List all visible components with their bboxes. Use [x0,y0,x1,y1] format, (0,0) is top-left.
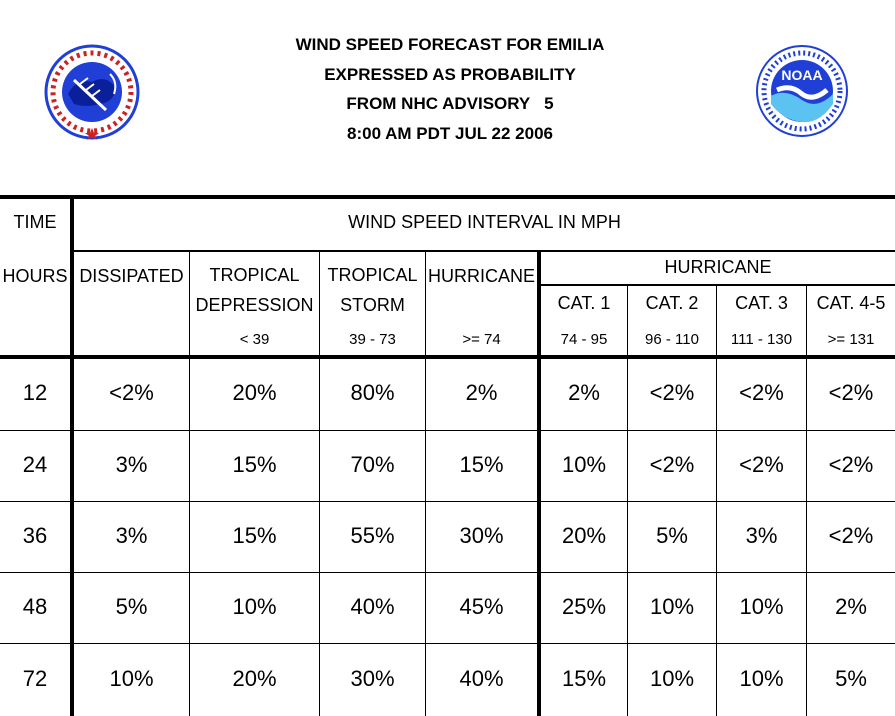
table-cell: <2% [828,523,874,548]
row-divider [0,572,895,573]
table-cell: 3% [115,523,148,548]
range-cat4-5: >= 131 [827,331,875,348]
title-line-1: WIND SPEED FORECAST FOR EMILIA [295,35,605,54]
column-header-cat1: CAT. 1 [557,293,611,313]
time-column-border [70,195,74,716]
table-cell: <2% [739,380,784,405]
table-cell: 40% [459,666,504,691]
nws-logo [44,44,140,140]
table-cell: 20% [561,523,607,548]
table-cell: 30% [459,523,504,548]
hurricane-group-divider [539,284,895,286]
hours-cell: 48 [22,594,48,619]
forecast-title: WIND SPEED FORECAST FOR EMILIA EXPRESSED… [220,30,680,148]
range-tropical-depression: < 39 [239,331,270,348]
title-line-4: 8:00 AM PDT JUL 22 2006 [347,123,553,143]
table-cell: 10% [109,666,154,691]
column-header-hurricane: HURRICANE [427,266,535,286]
wind-interval-header: WIND SPEED INTERVAL IN MPH [348,212,621,232]
table-cell: 10% [739,594,784,619]
column-header-tropical-storm: TROPICAL [327,265,418,285]
hours-cell: 24 [22,452,48,477]
table-top-border [0,195,895,199]
column-header-tropical-storm-line2: STORM [340,295,405,315]
table-cell: 45% [459,594,504,619]
table-cell: 30% [350,666,395,691]
column-divider [627,286,628,716]
table-cell: 3% [745,523,778,548]
table-cell: 10% [649,666,695,691]
table-cell: 5% [835,666,867,691]
header-bottom-border [0,355,895,359]
range-cat1: 74 - 95 [560,331,608,348]
row-divider [0,643,895,644]
row-divider [0,501,895,502]
table-cell: <2% [649,452,695,477]
noaa-logo-text: NOAA [781,67,822,83]
table-cell: 55% [350,523,395,548]
table-cell: 2% [465,380,498,405]
column-divider [189,252,190,716]
table-cell: 15% [459,452,504,477]
hours-cell: 12 [22,380,48,405]
table-cell: 20% [232,380,277,405]
table-cell: <2% [828,452,874,477]
table-cell: 15% [232,523,277,548]
column-divider [319,252,320,716]
table-cell: <2% [739,452,784,477]
table-cell: 5% [656,523,688,548]
column-header-cat2: CAT. 2 [645,293,699,313]
table-cell: 3% [115,452,148,477]
time-header: TIME [13,212,57,232]
range-cat2: 96 - 110 [645,331,699,348]
table-cell: 10% [649,594,695,619]
table-cell: 10% [561,452,607,477]
column-divider [716,286,717,716]
table-cell: 2% [835,594,867,619]
table-cell: <2% [828,380,874,405]
column-divider [425,252,426,716]
range-hurricane: >= 74 [462,331,501,348]
table-cell: 20% [232,666,277,691]
table-cell: 2% [568,380,600,405]
row-divider [0,430,895,431]
table-cell: <2% [109,380,154,405]
column-divider [806,286,807,716]
column-header-cat4-5: CAT. 4-5 [816,293,886,313]
hours-cell: 72 [22,666,48,691]
column-header-dissipated: DISSIPATED [79,266,184,286]
column-header-tropical-depression: TROPICAL [209,265,300,285]
range-tropical-storm: 39 - 73 [349,331,396,348]
hours-cell: 36 [22,523,48,548]
title-line-2: EXPRESSED AS PROBABILITY [324,64,576,84]
table-cell: 5% [115,594,148,619]
table-cell: 80% [350,380,395,405]
table-cell: 15% [561,666,607,691]
table-cell: 25% [561,594,607,619]
column-header-tropical-depression-line2: DEPRESSION [195,295,314,315]
title-line-3: FROM NHC ADVISORY 5 [346,94,554,113]
header-divider [72,250,895,252]
table-cell: 10% [232,594,277,619]
hurricane-categories-border [537,252,541,716]
table-cell: 70% [350,452,395,477]
noaa-logo: NOAA [756,45,848,137]
column-header-cat3: CAT. 3 [735,293,788,313]
hours-header: HOURS [2,266,68,286]
table-cell: 15% [232,452,277,477]
hurricane-group-header: HURRICANE [664,257,772,277]
table-cell: <2% [649,380,695,405]
range-cat3: 111 - 130 [730,331,793,348]
table-cell: 10% [739,666,784,691]
table-cell: 40% [350,594,395,619]
